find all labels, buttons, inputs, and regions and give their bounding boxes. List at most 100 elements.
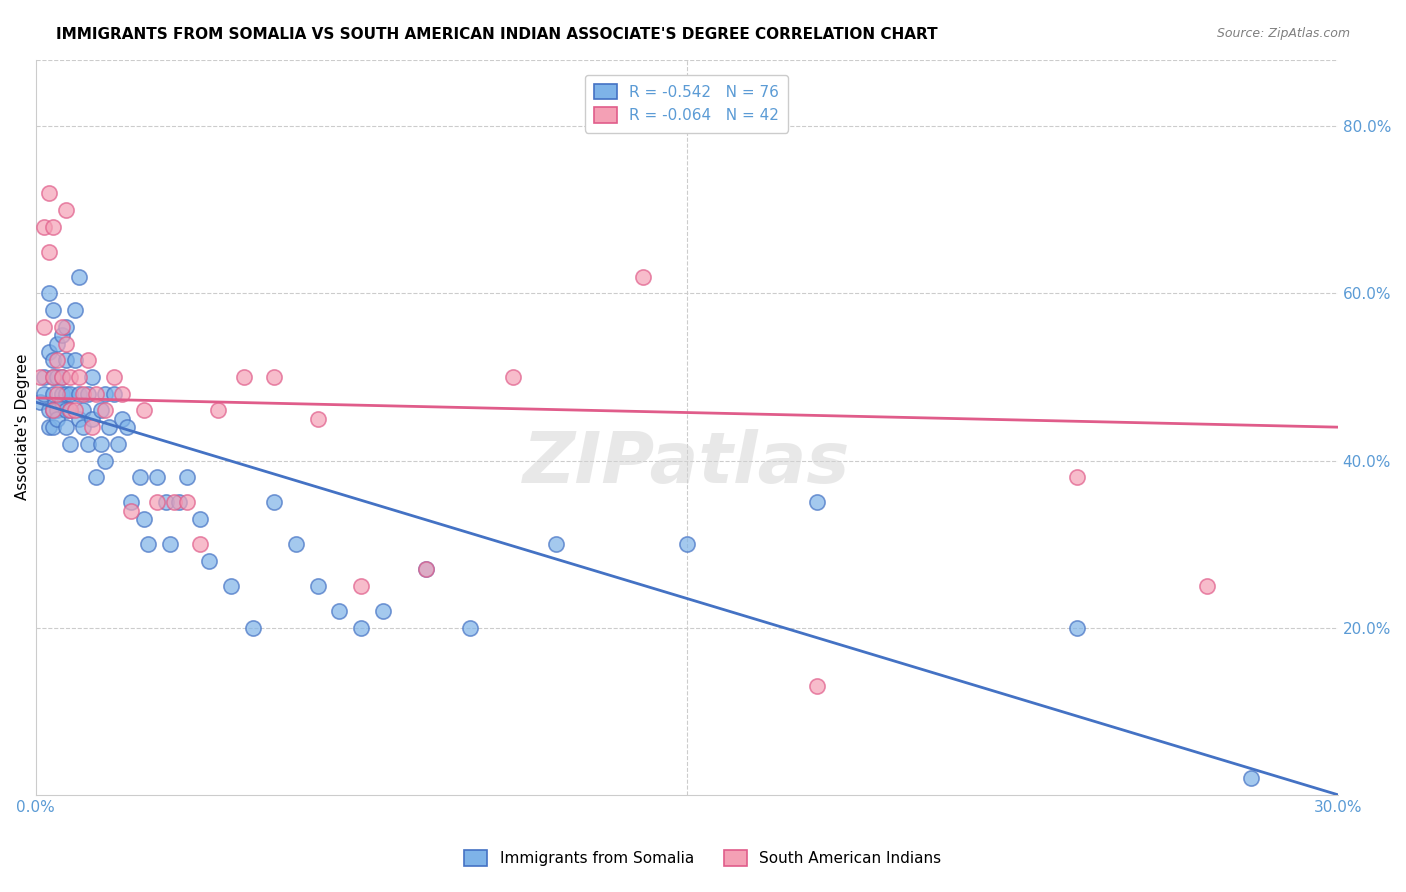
Point xyxy=(80,370,103,384)
Point xyxy=(55,202,77,217)
Point xyxy=(42,403,65,417)
Point xyxy=(51,370,73,384)
Point xyxy=(98,420,121,434)
Point xyxy=(103,386,125,401)
Point xyxy=(46,412,69,426)
Point xyxy=(59,386,82,401)
Point xyxy=(76,353,98,368)
Point xyxy=(159,537,181,551)
Point xyxy=(32,319,55,334)
Point xyxy=(146,470,169,484)
Point xyxy=(307,412,329,426)
Point xyxy=(155,495,177,509)
Legend: Immigrants from Somalia, South American Indians: Immigrants from Somalia, South American … xyxy=(456,841,950,875)
Text: ZIPatlas: ZIPatlas xyxy=(523,429,851,499)
Point xyxy=(198,554,221,568)
Point xyxy=(86,470,108,484)
Point xyxy=(51,319,73,334)
Point xyxy=(55,420,77,434)
Point xyxy=(146,495,169,509)
Point xyxy=(94,453,117,467)
Point xyxy=(55,386,77,401)
Point xyxy=(72,403,94,417)
Point xyxy=(242,621,264,635)
Point xyxy=(42,386,65,401)
Point xyxy=(371,604,394,618)
Point xyxy=(631,269,654,284)
Point xyxy=(1197,579,1219,593)
Point xyxy=(190,537,212,551)
Point xyxy=(32,386,55,401)
Point xyxy=(67,370,90,384)
Point xyxy=(80,412,103,426)
Point xyxy=(42,370,65,384)
Point xyxy=(55,336,77,351)
Point xyxy=(132,512,155,526)
Point xyxy=(115,420,138,434)
Y-axis label: Associate's Degree: Associate's Degree xyxy=(15,354,30,500)
Point xyxy=(32,219,55,234)
Text: Source: ZipAtlas.com: Source: ZipAtlas.com xyxy=(1216,27,1350,40)
Point xyxy=(111,386,134,401)
Point xyxy=(42,353,65,368)
Point xyxy=(120,504,142,518)
Point xyxy=(59,437,82,451)
Point xyxy=(263,370,285,384)
Point xyxy=(806,495,828,509)
Point xyxy=(415,562,437,576)
Point xyxy=(80,420,103,434)
Point xyxy=(219,579,242,593)
Point xyxy=(38,186,60,201)
Point xyxy=(207,403,229,417)
Point xyxy=(42,420,65,434)
Point xyxy=(263,495,285,509)
Point xyxy=(51,386,73,401)
Point xyxy=(458,621,481,635)
Point xyxy=(28,370,51,384)
Point xyxy=(1240,771,1263,785)
Point xyxy=(46,403,69,417)
Point xyxy=(72,386,94,401)
Point xyxy=(1066,621,1088,635)
Point xyxy=(90,403,112,417)
Point xyxy=(46,353,69,368)
Point xyxy=(138,537,160,551)
Point xyxy=(55,319,77,334)
Point xyxy=(176,495,198,509)
Point xyxy=(42,370,65,384)
Text: IMMIGRANTS FROM SOMALIA VS SOUTH AMERICAN INDIAN ASSOCIATE'S DEGREE CORRELATION : IMMIGRANTS FROM SOMALIA VS SOUTH AMERICA… xyxy=(56,27,938,42)
Point xyxy=(38,420,60,434)
Point xyxy=(38,403,60,417)
Point xyxy=(103,370,125,384)
Point xyxy=(190,512,212,526)
Point xyxy=(46,336,69,351)
Point xyxy=(63,353,86,368)
Point xyxy=(38,345,60,359)
Point xyxy=(1066,470,1088,484)
Point xyxy=(76,437,98,451)
Point xyxy=(94,403,117,417)
Point xyxy=(285,537,308,551)
Point xyxy=(120,495,142,509)
Point xyxy=(28,395,51,409)
Point xyxy=(128,470,150,484)
Legend: R = -0.542   N = 76, R = -0.064   N = 42: R = -0.542 N = 76, R = -0.064 N = 42 xyxy=(585,75,789,133)
Point xyxy=(51,328,73,343)
Point xyxy=(63,303,86,318)
Point xyxy=(59,403,82,417)
Point xyxy=(107,437,129,451)
Point xyxy=(42,403,65,417)
Point xyxy=(63,403,86,417)
Point xyxy=(59,370,82,384)
Point xyxy=(176,470,198,484)
Point xyxy=(94,386,117,401)
Point xyxy=(90,437,112,451)
Point xyxy=(132,403,155,417)
Point xyxy=(86,386,108,401)
Point xyxy=(111,412,134,426)
Point xyxy=(163,495,186,509)
Point xyxy=(38,286,60,301)
Point xyxy=(328,604,350,618)
Point xyxy=(72,420,94,434)
Point xyxy=(51,370,73,384)
